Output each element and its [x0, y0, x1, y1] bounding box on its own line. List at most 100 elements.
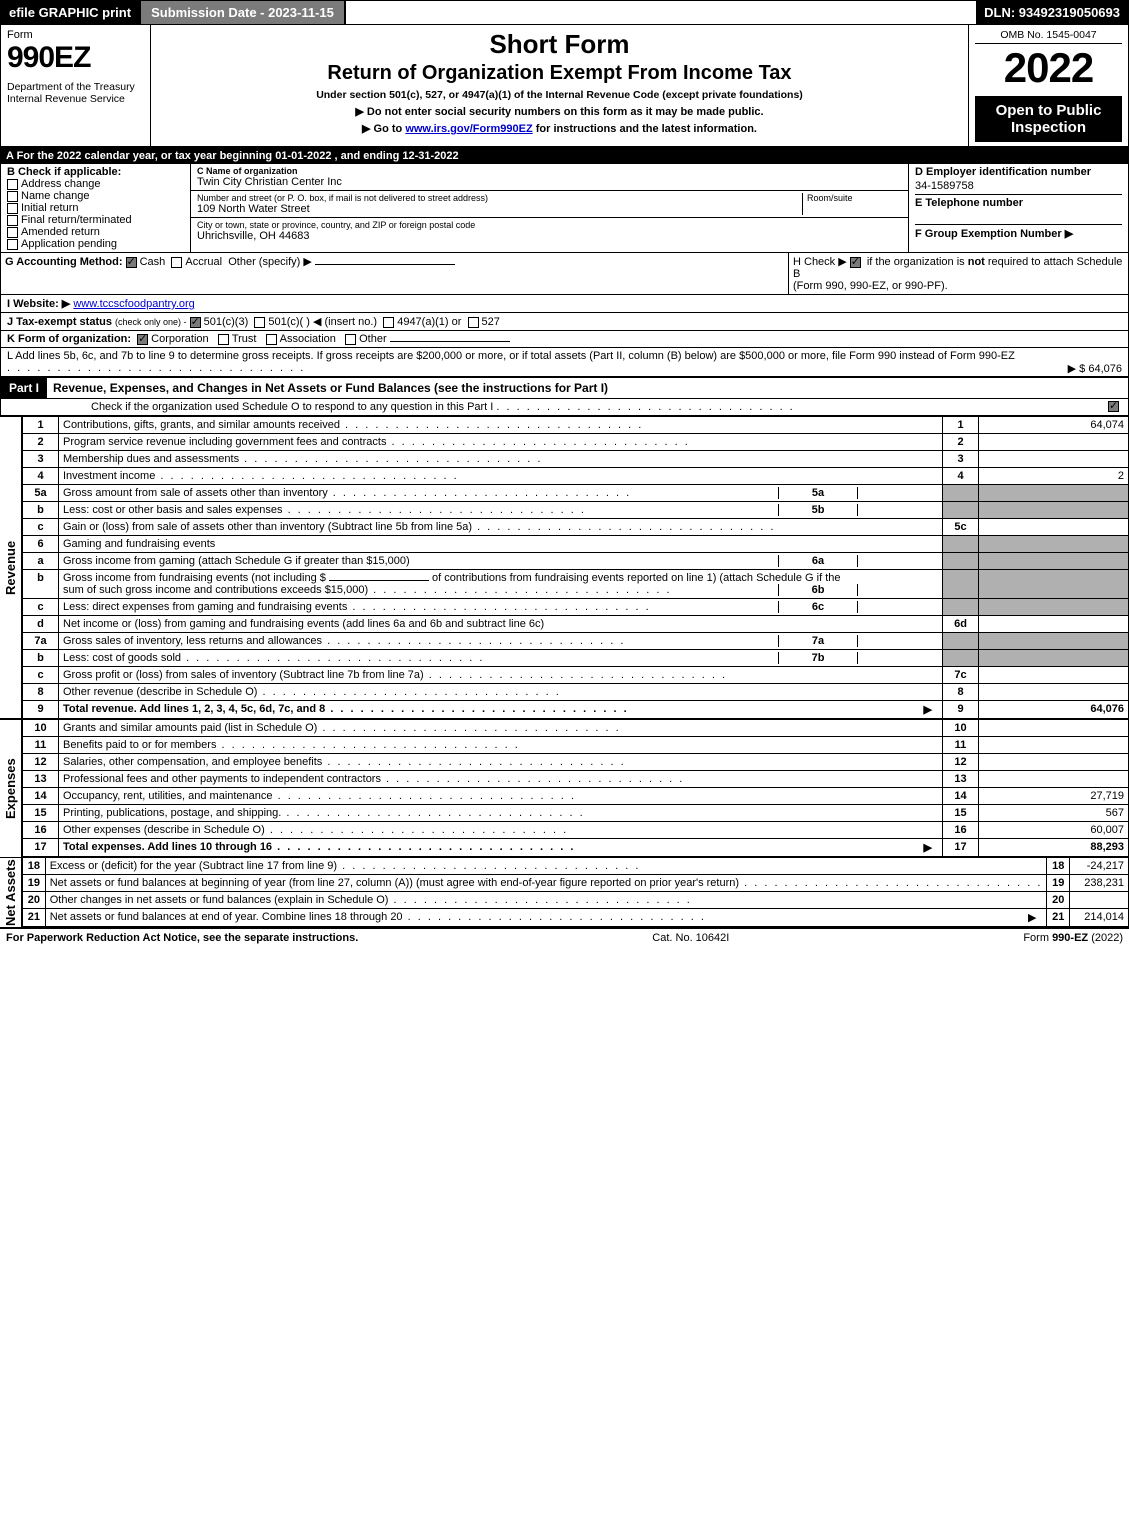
desc-6c: Less: direct expenses from gaming and fu…: [63, 601, 778, 613]
cbx-cash[interactable]: [126, 257, 137, 268]
val-5a[interactable]: [858, 487, 938, 499]
desc-20: Other changes in net assets or fund bala…: [50, 894, 1043, 906]
l-text: L Add lines 5b, 6c, and 7b to line 9 to …: [7, 350, 1015, 362]
cbx-association[interactable]: [266, 334, 277, 345]
cbx-other-org[interactable]: [345, 334, 356, 345]
form-header-right: OMB No. 1545-0047 2022 Open to Public In…: [968, 25, 1128, 146]
lbl-association: Association: [280, 333, 336, 345]
amt-21: 214,014: [1070, 909, 1129, 927]
line-12: 12Salaries, other compensation, and empl…: [23, 754, 1129, 771]
website-link[interactable]: www.tccscfoodpantry.org: [73, 298, 194, 310]
amt-6-shade: [979, 536, 1129, 553]
ln-13: 13: [23, 771, 59, 788]
goto-post: for instructions and the latest informat…: [533, 123, 757, 135]
line-6: 6Gaming and fundraising events: [23, 536, 1129, 553]
cbx-schedule-o-used[interactable]: [1108, 401, 1119, 412]
line-2: 2Program service revenue including gover…: [23, 434, 1129, 451]
val-7a[interactable]: [858, 635, 938, 647]
ln-8: 8: [23, 684, 59, 701]
ein-label: D Employer identification number: [915, 166, 1122, 178]
lnr-6-shade: [943, 536, 979, 553]
cbx-final-return[interactable]: [7, 215, 18, 226]
amt-20: [1070, 892, 1129, 909]
telephone-value: [915, 209, 1122, 225]
amt-2: [979, 434, 1129, 451]
col-b-check-if-applicable: B Check if applicable: Address change Na…: [1, 164, 191, 252]
city-label: City or town, state or province, country…: [197, 220, 902, 230]
footer-form-post: (2022): [1088, 932, 1123, 944]
desc-4: Investment income: [63, 470, 938, 482]
amt-11: [979, 737, 1129, 754]
lnr-6c-shade: [943, 599, 979, 616]
cbx-h-schedule-b[interactable]: [850, 257, 861, 268]
cbx-address-change[interactable]: [7, 179, 18, 190]
box-6b: 6b: [778, 584, 858, 596]
lnr-7b-shade: [943, 650, 979, 667]
lnr-15: 15: [943, 805, 979, 822]
open-to-public-badge: Open to Public Inspection: [975, 96, 1122, 142]
side-label-revenue: Revenue: [0, 416, 22, 719]
no-ssn-warning: ▶ Do not enter social security numbers o…: [157, 105, 962, 118]
part-i-check-text: Check if the organization used Schedule …: [91, 401, 493, 413]
lbl-trust: Trust: [232, 333, 257, 345]
footer-form-pre: Form: [1023, 932, 1052, 944]
net-assets-section: Net Assets 18Excess or (deficit) for the…: [0, 857, 1129, 927]
h-not: not: [968, 256, 985, 268]
other-org-input[interactable]: [390, 341, 510, 342]
val-6c[interactable]: [858, 601, 938, 613]
cbx-4947a1[interactable]: [383, 317, 394, 328]
val-6a[interactable]: [858, 555, 938, 567]
part-i-badge: Part I: [1, 378, 47, 398]
line-6d: dNet income or (loss) from gaming and fu…: [23, 616, 1129, 633]
amt-12: [979, 754, 1129, 771]
line-14: 14Occupancy, rent, utilities, and mainte…: [23, 788, 1129, 805]
lnr-5c: 5c: [943, 519, 979, 536]
cbx-name-change[interactable]: [7, 191, 18, 202]
contrib-amount-input[interactable]: [329, 580, 429, 581]
ln-14: 14: [23, 788, 59, 805]
cbx-corporation[interactable]: [137, 334, 148, 345]
cbx-501c[interactable]: [254, 317, 265, 328]
cbx-accrual[interactable]: [171, 257, 182, 268]
cbx-trust[interactable]: [218, 334, 229, 345]
cbx-527[interactable]: [468, 317, 479, 328]
amt-7c: [979, 667, 1129, 684]
cbx-amended-return[interactable]: [7, 227, 18, 238]
goto-line: ▶ Go to www.irs.gov/Form990EZ for instru…: [157, 122, 962, 135]
expenses-table: 10Grants and similar amounts paid (list …: [22, 719, 1129, 857]
line-8: 8Other revenue (describe in Schedule O)8: [23, 684, 1129, 701]
other-specify-input[interactable]: [315, 264, 455, 265]
val-5b[interactable]: [858, 504, 938, 516]
efile-print-button[interactable]: efile GRAPHIC print: [1, 1, 139, 24]
cbx-501c3[interactable]: [190, 317, 201, 328]
lnr-20: 20: [1047, 892, 1070, 909]
line-a-tax-year: A For the 2022 calendar year, or tax yea…: [0, 148, 1129, 164]
ln-11: 11: [23, 737, 59, 754]
form-number: 990EZ: [7, 41, 144, 75]
lnr-21: 21: [1047, 909, 1070, 927]
amt-14: 27,719: [979, 788, 1129, 805]
j-note: (check only one) -: [115, 317, 187, 327]
street-value: 109 North Water Street: [197, 203, 802, 215]
cbx-application-pending[interactable]: [7, 239, 18, 250]
k-label: K Form of organization:: [7, 333, 131, 345]
cbx-initial-return[interactable]: [7, 203, 18, 214]
amt-5b-shade: [979, 502, 1129, 519]
val-6b[interactable]: [858, 584, 938, 596]
page-footer: For Paperwork Reduction Act Notice, see …: [0, 927, 1129, 947]
lnr-5a-shade: [943, 485, 979, 502]
tax-year: 2022: [975, 44, 1122, 92]
irs-form-link[interactable]: www.irs.gov/Form990EZ: [405, 123, 532, 135]
ln-7b: b: [23, 650, 59, 667]
lbl-initial-return: Initial return: [21, 202, 78, 214]
ln-12: 12: [23, 754, 59, 771]
box-6a: 6a: [778, 555, 858, 567]
ln-2: 2: [23, 434, 59, 451]
part-i-check-line: Check if the organization used Schedule …: [0, 399, 1129, 416]
line-7b: bLess: cost of goods sold7b: [23, 650, 1129, 667]
ln-5c: c: [23, 519, 59, 536]
ln-7a: 7a: [23, 633, 59, 650]
lbl-address-change: Address change: [21, 178, 101, 190]
desc-11: Benefits paid to or for members: [63, 739, 938, 751]
val-7b[interactable]: [858, 652, 938, 664]
